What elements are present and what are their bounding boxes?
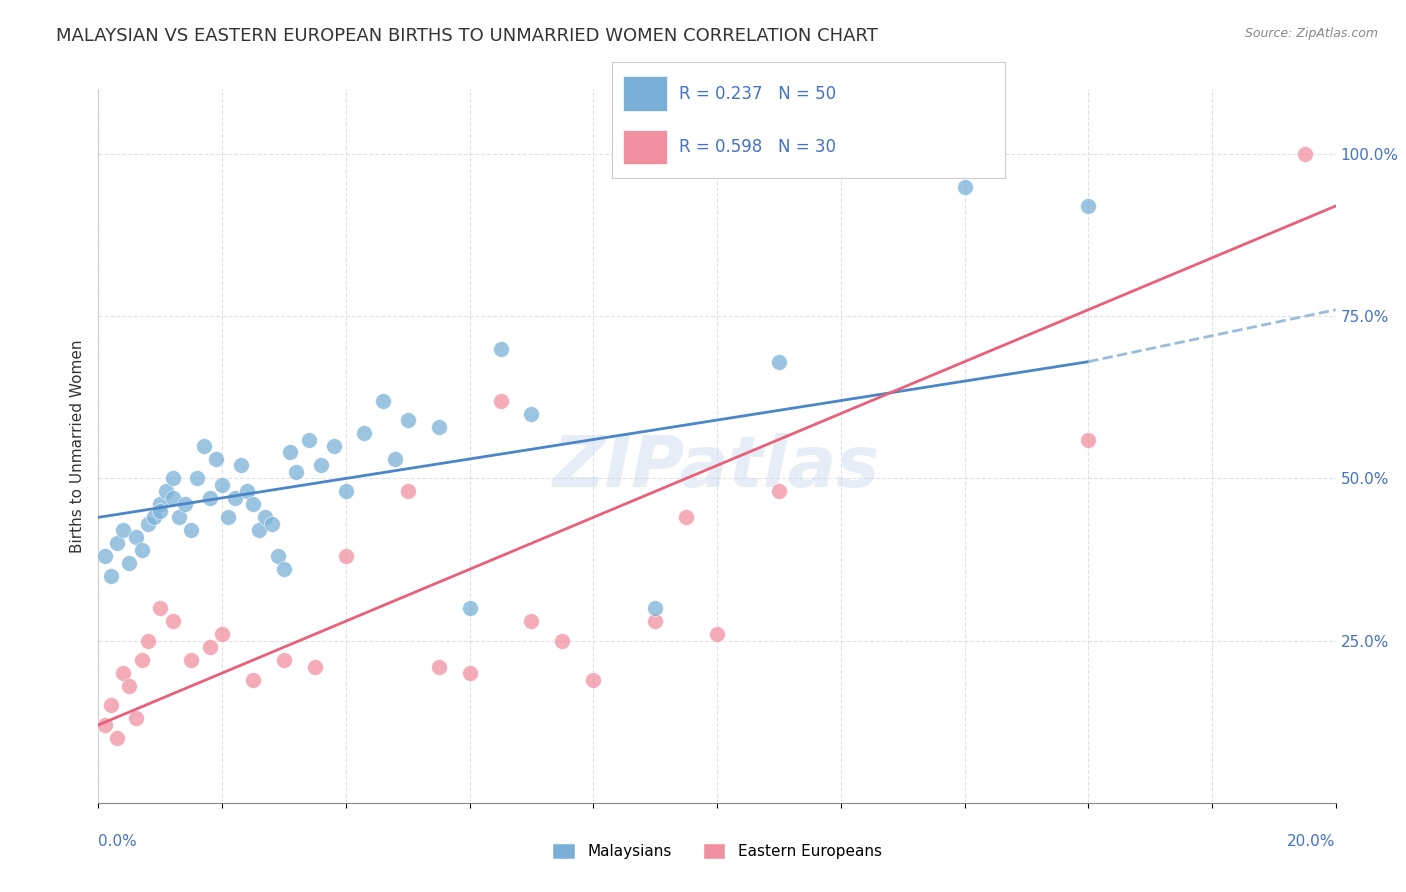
Point bbox=[193, 439, 215, 453]
Point bbox=[458, 601, 481, 615]
Point bbox=[384, 452, 406, 467]
Point bbox=[644, 614, 666, 628]
Point bbox=[353, 425, 375, 440]
Point bbox=[675, 510, 697, 524]
Bar bbox=[623, 129, 666, 164]
Point bbox=[768, 354, 790, 368]
Point bbox=[93, 718, 115, 732]
Point bbox=[1294, 147, 1316, 161]
Point bbox=[247, 524, 270, 538]
Point bbox=[260, 516, 283, 531]
Point bbox=[100, 568, 122, 582]
Point bbox=[174, 497, 197, 511]
Point bbox=[124, 530, 146, 544]
Point bbox=[100, 698, 122, 713]
Point bbox=[143, 510, 166, 524]
Point bbox=[242, 497, 264, 511]
Point bbox=[124, 711, 146, 725]
Point bbox=[396, 484, 419, 499]
Point bbox=[229, 458, 252, 473]
Point bbox=[136, 633, 159, 648]
Point bbox=[155, 484, 177, 499]
Point bbox=[149, 504, 172, 518]
Point bbox=[1077, 199, 1099, 213]
Point bbox=[273, 562, 295, 576]
Text: R = 0.237   N = 50: R = 0.237 N = 50 bbox=[679, 85, 835, 103]
Point bbox=[706, 627, 728, 641]
Point bbox=[285, 465, 308, 479]
Point bbox=[112, 666, 135, 681]
Point bbox=[211, 627, 233, 641]
Point bbox=[427, 659, 450, 673]
Point bbox=[458, 666, 481, 681]
Text: 20.0%: 20.0% bbox=[1288, 834, 1336, 849]
Point bbox=[162, 614, 184, 628]
Bar bbox=[623, 77, 666, 112]
Point bbox=[278, 445, 301, 459]
Point bbox=[489, 342, 512, 356]
Point bbox=[335, 484, 357, 499]
Point bbox=[217, 510, 239, 524]
Point bbox=[371, 393, 394, 408]
Point bbox=[520, 614, 543, 628]
Point bbox=[582, 673, 605, 687]
Point bbox=[198, 491, 221, 505]
Point bbox=[162, 491, 184, 505]
Point bbox=[322, 439, 344, 453]
Point bbox=[105, 536, 128, 550]
Point bbox=[520, 407, 543, 421]
Point bbox=[242, 673, 264, 687]
Point bbox=[254, 510, 277, 524]
Point bbox=[304, 659, 326, 673]
Point bbox=[489, 393, 512, 408]
Point bbox=[211, 478, 233, 492]
Point bbox=[118, 679, 141, 693]
Point bbox=[298, 433, 321, 447]
Y-axis label: Births to Unmarried Women: Births to Unmarried Women bbox=[69, 339, 84, 553]
Point bbox=[267, 549, 290, 564]
Point bbox=[186, 471, 208, 485]
Point bbox=[167, 510, 190, 524]
Point bbox=[149, 601, 172, 615]
Legend: Malaysians, Eastern Europeans: Malaysians, Eastern Europeans bbox=[544, 835, 890, 866]
Point bbox=[131, 542, 153, 557]
Point bbox=[105, 731, 128, 745]
Point bbox=[335, 549, 357, 564]
Point bbox=[162, 471, 184, 485]
Point bbox=[180, 524, 202, 538]
Point bbox=[131, 653, 153, 667]
Point bbox=[309, 458, 332, 473]
Point bbox=[427, 419, 450, 434]
Text: ZIPatlas: ZIPatlas bbox=[554, 433, 880, 502]
Text: R = 0.598   N = 30: R = 0.598 N = 30 bbox=[679, 138, 835, 156]
Point bbox=[1077, 433, 1099, 447]
Point bbox=[180, 653, 202, 667]
Point bbox=[149, 497, 172, 511]
Text: MALAYSIAN VS EASTERN EUROPEAN BIRTHS TO UNMARRIED WOMEN CORRELATION CHART: MALAYSIAN VS EASTERN EUROPEAN BIRTHS TO … bbox=[56, 27, 879, 45]
Point bbox=[644, 601, 666, 615]
Text: 0.0%: 0.0% bbox=[98, 834, 138, 849]
Point bbox=[112, 524, 135, 538]
Text: Source: ZipAtlas.com: Source: ZipAtlas.com bbox=[1244, 27, 1378, 40]
Point bbox=[236, 484, 259, 499]
Point bbox=[396, 413, 419, 427]
Point bbox=[205, 452, 228, 467]
Point bbox=[118, 556, 141, 570]
Point bbox=[93, 549, 115, 564]
Point bbox=[273, 653, 295, 667]
Point bbox=[768, 484, 790, 499]
Point bbox=[953, 179, 976, 194]
Point bbox=[198, 640, 221, 654]
Point bbox=[551, 633, 574, 648]
Point bbox=[224, 491, 246, 505]
Point bbox=[136, 516, 159, 531]
